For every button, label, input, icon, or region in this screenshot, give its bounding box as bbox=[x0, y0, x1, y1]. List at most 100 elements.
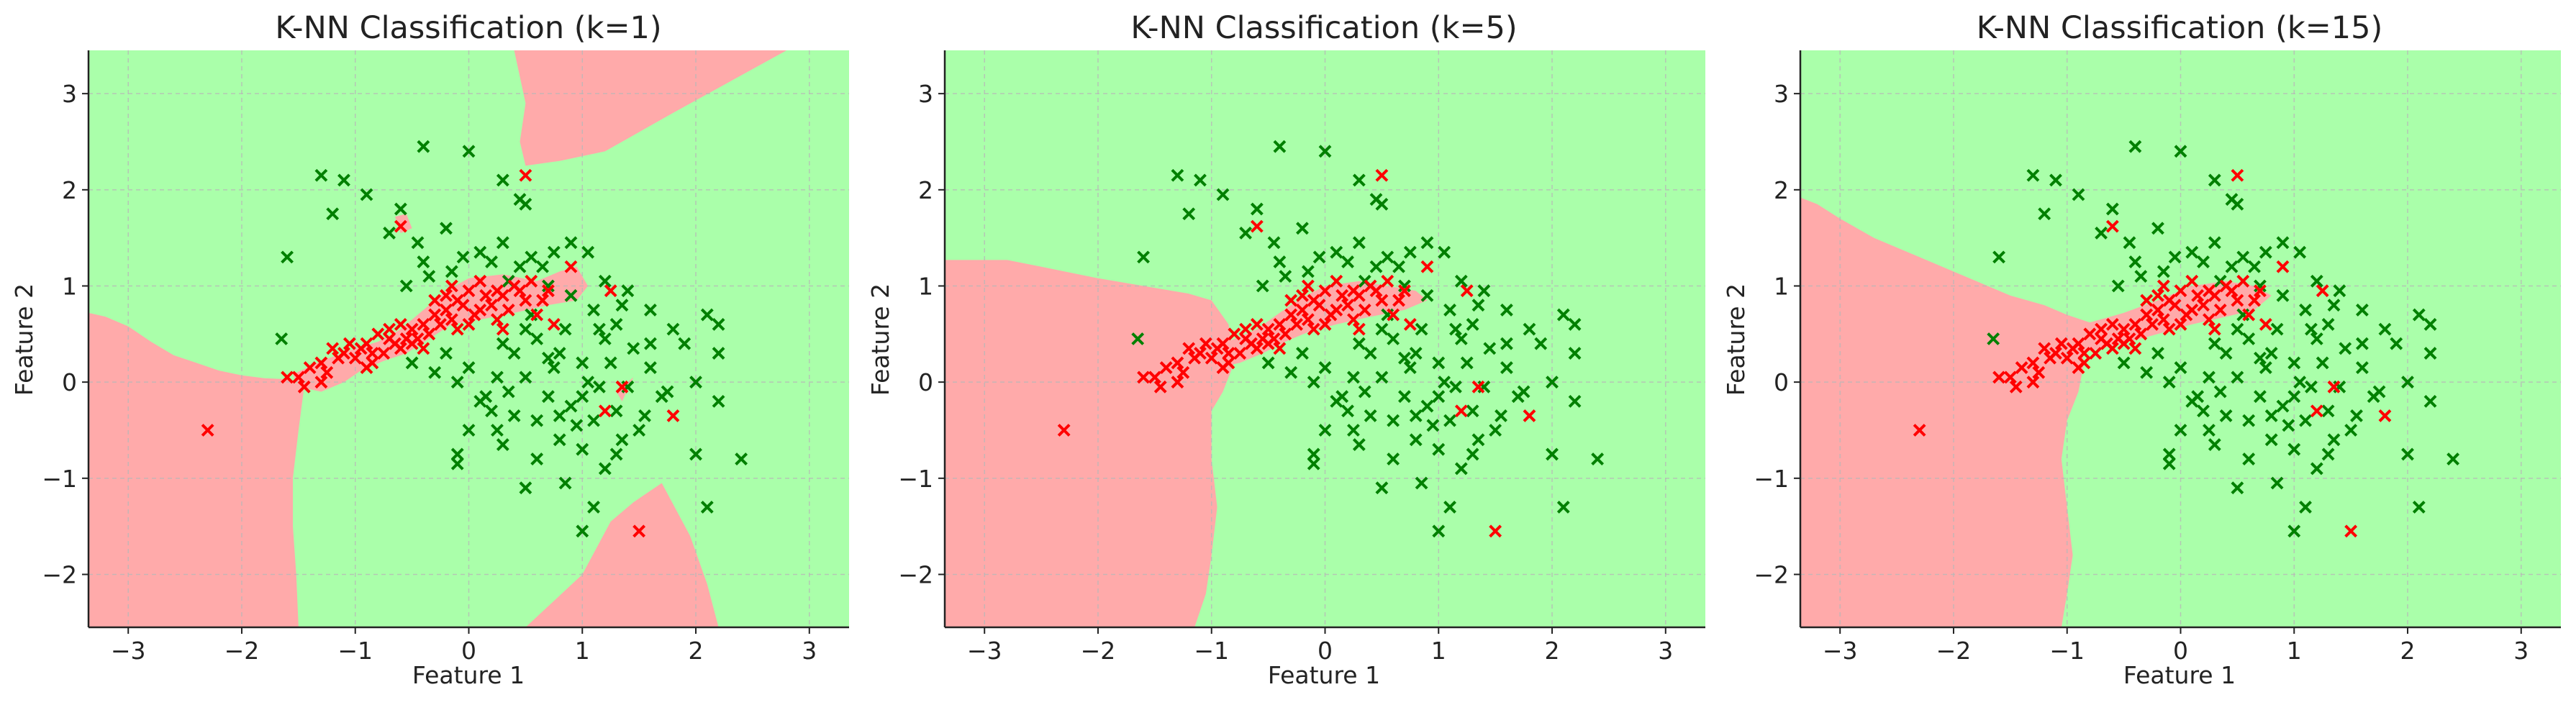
data-point-class-1 bbox=[547, 361, 561, 375]
data-point-class-1 bbox=[1358, 385, 1371, 399]
data-point-class-0 bbox=[1273, 342, 1287, 355]
data-point-class-1 bbox=[1443, 501, 1456, 514]
data-point-class-1 bbox=[598, 462, 612, 476]
data-point-class-1 bbox=[491, 424, 504, 437]
data-point-class-1 bbox=[1443, 414, 1456, 427]
data-point-class-0 bbox=[366, 347, 379, 360]
data-point-class-1 bbox=[609, 404, 623, 418]
data-point-class-0 bbox=[2310, 404, 2323, 418]
data-point-class-1 bbox=[1312, 250, 1326, 264]
data-point-class-0 bbox=[2054, 337, 2068, 350]
data-point-class-0 bbox=[1148, 370, 1161, 384]
data-point-class-1 bbox=[1477, 284, 1491, 298]
data-point-class-0 bbox=[2032, 365, 2046, 379]
data-point-class-1 bbox=[2203, 424, 2216, 437]
decision-region-class-0 bbox=[514, 50, 787, 166]
data-point-class-1 bbox=[2197, 404, 2210, 418]
data-point-class-0 bbox=[2117, 322, 2131, 336]
data-point-class-0 bbox=[2134, 327, 2148, 341]
data-point-class-0 bbox=[1398, 284, 1411, 298]
data-point-class-1 bbox=[1250, 202, 1264, 216]
data-point-class-1 bbox=[1568, 318, 1582, 331]
data-point-class-1 bbox=[712, 318, 725, 331]
data-point-class-1 bbox=[2259, 245, 2272, 259]
data-point-class-1 bbox=[1330, 394, 1343, 408]
data-point-class-1 bbox=[2259, 361, 2272, 375]
data-points bbox=[201, 140, 748, 538]
data-point-class-1 bbox=[1318, 361, 1332, 375]
data-point-class-1 bbox=[2276, 399, 2290, 413]
data-point-class-1 bbox=[485, 404, 498, 418]
data-point-class-1 bbox=[553, 347, 566, 360]
data-point-class-1 bbox=[2231, 197, 2244, 211]
y-tick-label: 0 bbox=[1774, 368, 1789, 396]
data-point-class-1 bbox=[1443, 303, 1456, 317]
x-tick-label: 2 bbox=[2400, 637, 2416, 665]
decision-regions bbox=[1800, 197, 2272, 627]
data-point-class-0 bbox=[2174, 318, 2187, 331]
data-point-class-0 bbox=[1341, 299, 1354, 312]
data-point-class-0 bbox=[281, 370, 294, 384]
data-point-class-0 bbox=[2151, 288, 2164, 302]
data-point-class-1 bbox=[2270, 322, 2284, 336]
data-point-class-1 bbox=[1273, 255, 1287, 268]
data-point-class-1 bbox=[2254, 279, 2267, 293]
data-point-class-1 bbox=[576, 442, 589, 456]
data-point-class-1 bbox=[2316, 356, 2329, 370]
data-point-class-0 bbox=[1347, 313, 1360, 327]
data-point-class-0 bbox=[2276, 260, 2290, 273]
data-point-class-0 bbox=[1330, 274, 1343, 288]
data-point-class-1 bbox=[2151, 222, 2164, 235]
data-point-class-1 bbox=[2339, 342, 2352, 355]
data-point-class-0 bbox=[1523, 409, 1536, 422]
data-point-class-1 bbox=[564, 288, 578, 302]
data-point-class-1 bbox=[542, 279, 555, 293]
data-point-class-0 bbox=[2095, 322, 2108, 336]
data-point-class-0 bbox=[314, 356, 328, 370]
data-point-class-1 bbox=[1352, 438, 1366, 451]
data-point-class-1 bbox=[1500, 361, 1513, 375]
data-point-class-0 bbox=[360, 361, 373, 375]
data-point-class-1 bbox=[587, 414, 600, 427]
data-point-class-0 bbox=[450, 322, 464, 336]
data-point-class-0 bbox=[1233, 347, 1247, 360]
data-point-class-1 bbox=[1318, 424, 1332, 437]
data-point-class-1 bbox=[2185, 245, 2199, 259]
chart-title: K-NN Classification (k=5) bbox=[1130, 10, 1517, 46]
data-point-class-0 bbox=[2066, 342, 2080, 355]
data-point-class-1 bbox=[1454, 462, 1468, 476]
data-point-class-0 bbox=[2259, 318, 2272, 331]
data-point-class-1 bbox=[2276, 236, 2290, 250]
data-point-class-1 bbox=[621, 284, 635, 298]
data-point-class-1 bbox=[2310, 462, 2323, 476]
data-point-class-0 bbox=[1489, 524, 1502, 538]
data-point-class-0 bbox=[2105, 318, 2119, 331]
data-point-class-0 bbox=[479, 288, 493, 302]
data-point-class-1 bbox=[1387, 452, 1400, 465]
data-point-class-1 bbox=[1438, 376, 1451, 389]
data-point-class-1 bbox=[1216, 188, 1230, 201]
data-point-class-1 bbox=[1279, 270, 1292, 283]
x-tick-label: 0 bbox=[461, 637, 476, 665]
data-point-class-0 bbox=[2236, 274, 2250, 288]
data-point-class-0 bbox=[303, 361, 317, 375]
data-point-class-1 bbox=[542, 351, 555, 365]
data-point-class-0 bbox=[2213, 303, 2227, 317]
data-point-class-1 bbox=[2231, 322, 2244, 336]
data-point-class-1 bbox=[1432, 524, 1446, 538]
data-point-class-1 bbox=[1454, 332, 1468, 345]
data-point-class-0 bbox=[2208, 322, 2221, 336]
y-axis-label: Feature 2 bbox=[10, 283, 38, 396]
knn-panel-k5: K-NN Classification (k=5) Feature 1 Feat… bbox=[866, 10, 1705, 689]
y-tick-label: 0 bbox=[62, 368, 77, 396]
data-point-class-1 bbox=[1556, 501, 1570, 514]
data-point-class-1 bbox=[1364, 409, 1377, 422]
decision-region-class-0 bbox=[89, 312, 304, 627]
data-point-class-0 bbox=[1205, 351, 1218, 365]
data-point-class-1 bbox=[507, 409, 521, 422]
data-point-class-0 bbox=[542, 284, 555, 298]
data-point-class-1 bbox=[1273, 140, 1287, 153]
data-point-class-0 bbox=[2316, 284, 2329, 298]
data-point-class-1 bbox=[2185, 394, 2199, 408]
data-point-class-1 bbox=[1398, 351, 1411, 365]
